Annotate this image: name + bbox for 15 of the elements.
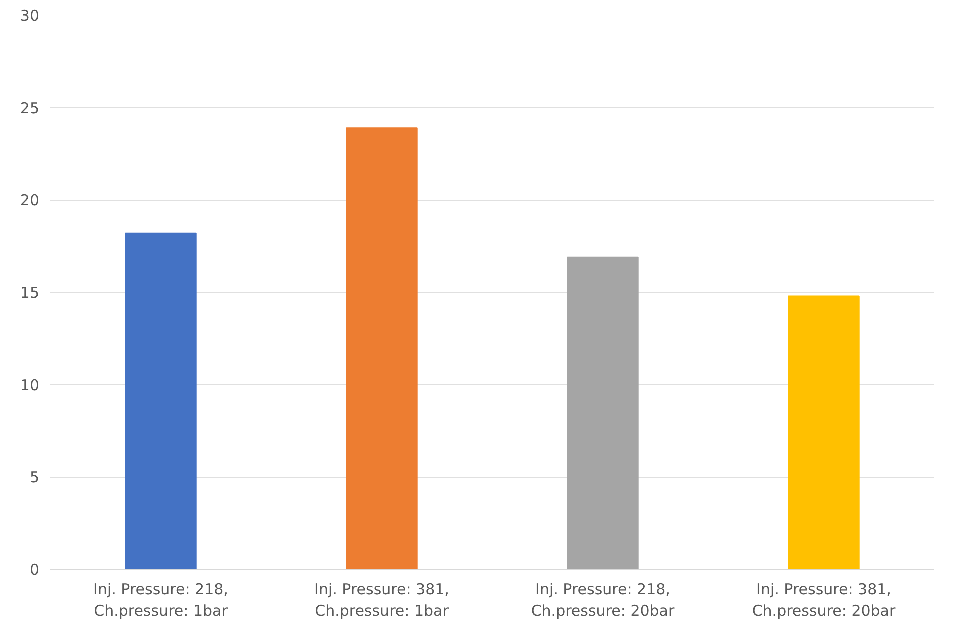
y-tick-label: 5 (30, 468, 40, 487)
y-tick-label: 20 (20, 192, 40, 210)
y-tick-label: 15 (20, 284, 40, 302)
x-tick-label: Inj. Pressure: 381, Ch.pressure: 20bar (752, 580, 896, 620)
x-tick-label: Inj. Pressure: 381, Ch.pressure: 1bar (314, 580, 450, 620)
x-tick-label: Inj. Pressure: 218, Ch.pressure: 20bar (531, 580, 676, 620)
bar (125, 232, 197, 570)
y-tick-label: 25 (20, 99, 40, 118)
bar (788, 296, 860, 570)
bar (567, 256, 639, 570)
y-tick-label: 0 (30, 561, 40, 579)
y-tick-label: 30 (20, 7, 40, 25)
x-tick-label: Inj. Pressure: 218, Ch.pressure: 1bar (94, 580, 229, 620)
y-tick-label: 10 (20, 376, 40, 394)
bar (346, 128, 418, 570)
